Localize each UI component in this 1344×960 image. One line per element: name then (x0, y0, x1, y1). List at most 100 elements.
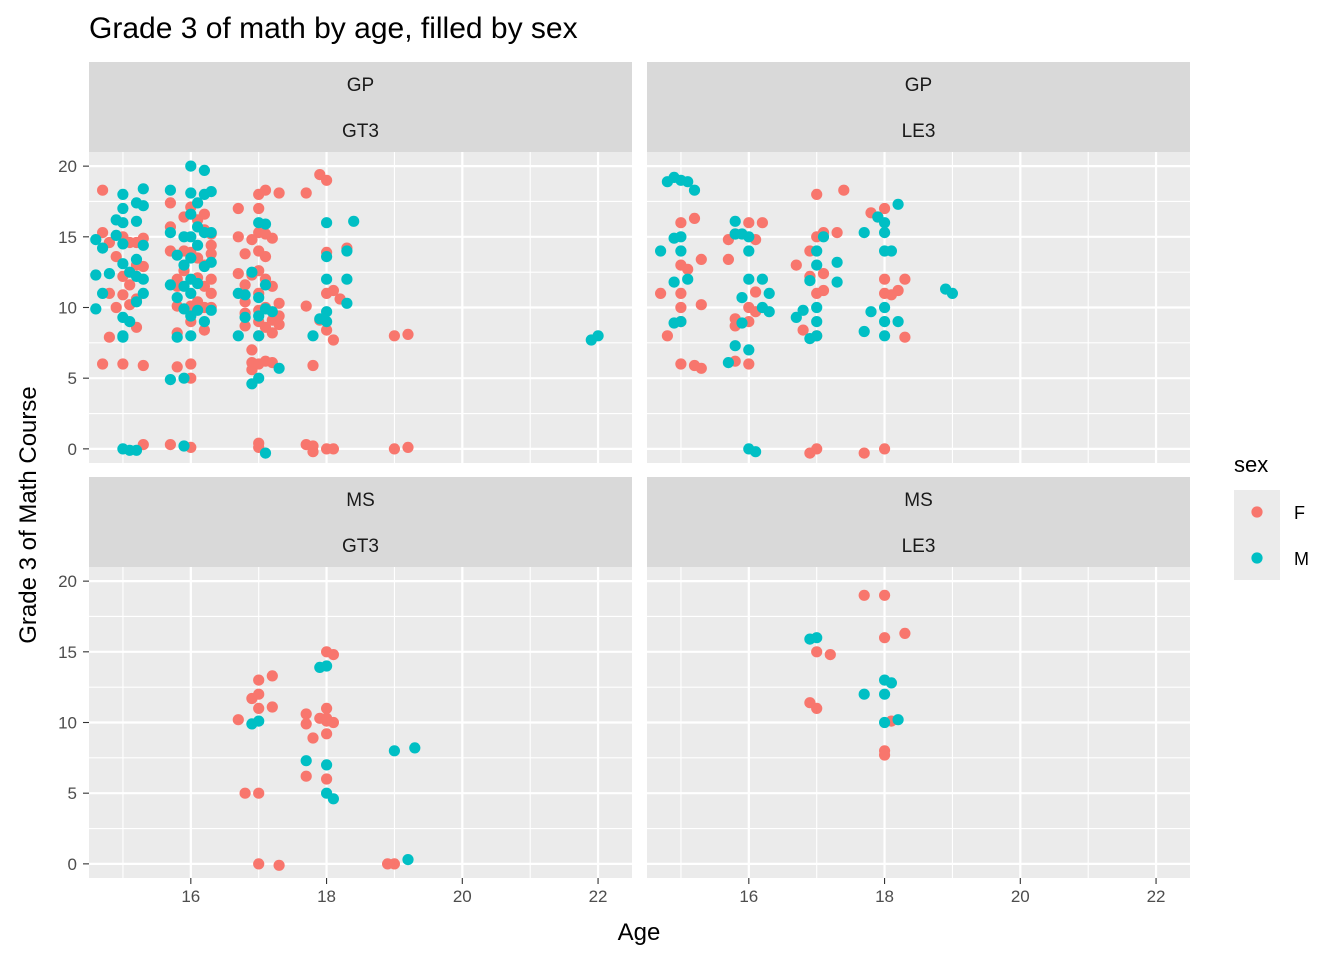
point-F (675, 287, 687, 299)
point-M (688, 184, 701, 196)
point-M (858, 325, 870, 338)
point-F (899, 627, 911, 640)
point-M (750, 446, 762, 458)
point-M (205, 256, 217, 268)
point-M (341, 245, 353, 257)
point-M (879, 330, 891, 342)
point-M (865, 306, 877, 318)
point-M (892, 714, 904, 726)
point-M (348, 215, 360, 227)
point-M (253, 330, 265, 342)
facet-strip (89, 62, 632, 152)
point-F (307, 359, 319, 372)
strip-label-famsize: GT3 (342, 121, 379, 142)
point-M (892, 316, 904, 328)
point-M (192, 197, 204, 209)
point-M (946, 287, 959, 299)
point-F (124, 279, 136, 291)
point-F (232, 202, 244, 215)
panel-GP-GT3: GP GT3 (89, 62, 632, 463)
point-M (811, 632, 823, 644)
point-M (341, 273, 353, 285)
legend-label-M: M (1294, 549, 1309, 569)
point-M (675, 245, 687, 257)
point-M (811, 259, 823, 271)
point-M (90, 234, 102, 246)
point-M (327, 793, 339, 805)
point-M (117, 217, 129, 229)
strip-label-famsize: LE3 (902, 536, 936, 557)
point-M (171, 292, 183, 304)
point-M (239, 289, 251, 301)
point-F (259, 251, 272, 263)
facet-strip (647, 62, 1190, 152)
x-axis-title: Age (618, 919, 661, 946)
point-F (655, 287, 667, 299)
y-tick-label: 0 (68, 855, 77, 874)
point-M (185, 208, 197, 220)
point-M (804, 275, 816, 287)
point-F (321, 174, 333, 186)
point-M (164, 227, 176, 239)
point-F (811, 188, 823, 200)
point-F (743, 217, 755, 229)
point-M (178, 280, 190, 292)
point-M (137, 273, 149, 285)
point-F (198, 324, 210, 336)
legend: sex FM (1234, 452, 1309, 580)
x-tick-label: 22 (589, 887, 608, 906)
strip-label-famsize: LE3 (902, 121, 936, 142)
point-M (110, 229, 122, 241)
point-M (592, 330, 604, 342)
point-F (831, 227, 843, 239)
point-F (722, 253, 735, 265)
point-M (117, 331, 129, 343)
point-M (763, 287, 775, 299)
point-F (232, 268, 244, 280)
facet-strip (647, 477, 1190, 567)
point-M (185, 252, 197, 264)
point-M (130, 296, 143, 308)
point-M (137, 239, 149, 251)
point-F (879, 589, 891, 601)
point-F (695, 253, 707, 265)
x-tick-label: 18 (317, 887, 336, 906)
y-tick-label: 5 (68, 784, 77, 803)
point-M (811, 330, 823, 342)
point-F (321, 773, 333, 785)
point-M (198, 164, 210, 176)
point-F (239, 248, 251, 260)
point-M (253, 372, 265, 384)
point-F (402, 328, 414, 340)
point-M (130, 444, 143, 456)
point-F (266, 327, 278, 339)
panel-GP-LE3: GP LE3 (647, 62, 1190, 463)
points (90, 160, 604, 459)
point-M (831, 276, 843, 288)
point-F (259, 184, 272, 196)
point-F (300, 718, 312, 730)
point-F (879, 273, 891, 285)
point-F (117, 358, 129, 370)
point-M (178, 259, 190, 271)
point-M (137, 287, 149, 299)
point-F (171, 361, 183, 373)
point-M (879, 227, 891, 239)
point-M (171, 249, 183, 261)
point-M (682, 176, 694, 188)
point-M (321, 316, 333, 328)
point-M (164, 374, 176, 386)
point-M (185, 160, 197, 172)
point-M (743, 231, 755, 243)
point-F (382, 858, 394, 870)
point-F (675, 358, 687, 370)
point-M (858, 227, 870, 239)
point-F (164, 439, 176, 451)
strip-label-school: MS (346, 490, 375, 511)
point-F (232, 231, 244, 243)
point-M (763, 306, 775, 318)
point-F (675, 301, 687, 314)
point-M (137, 183, 149, 195)
point-F (321, 324, 333, 336)
